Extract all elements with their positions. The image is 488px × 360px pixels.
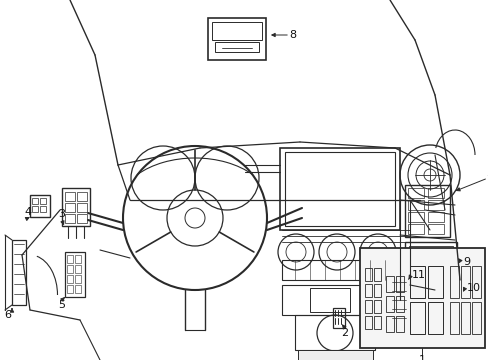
Bar — [471, 266, 480, 298]
Bar — [75, 265, 81, 273]
Bar — [427, 212, 443, 222]
Bar — [65, 214, 75, 223]
Bar — [427, 188, 443, 198]
Bar — [389, 278, 407, 326]
Text: 6: 6 — [4, 310, 12, 320]
Bar — [62, 188, 90, 226]
Bar — [364, 300, 371, 313]
Text: 5: 5 — [59, 300, 65, 310]
Bar — [75, 275, 81, 283]
Bar — [332, 308, 345, 328]
Bar — [408, 246, 452, 280]
Bar — [427, 224, 443, 234]
Bar — [67, 255, 73, 263]
Bar — [395, 296, 403, 312]
Bar — [77, 214, 87, 223]
Bar — [364, 316, 371, 329]
Text: 3: 3 — [59, 209, 65, 219]
Bar — [215, 42, 259, 52]
Bar — [40, 198, 46, 204]
Bar — [212, 22, 262, 40]
Bar — [395, 316, 403, 332]
Bar — [32, 198, 38, 204]
Bar — [407, 188, 423, 198]
Bar — [364, 284, 371, 297]
Bar — [407, 200, 423, 210]
Bar — [12, 240, 26, 305]
Bar — [359, 248, 484, 348]
Bar — [67, 265, 73, 273]
Bar — [427, 200, 443, 210]
Bar — [409, 266, 424, 298]
Text: 8: 8 — [289, 30, 296, 40]
Bar — [67, 275, 73, 283]
Bar — [77, 203, 87, 212]
Bar — [444, 283, 462, 301]
Bar — [285, 152, 394, 226]
Text: 11: 11 — [411, 270, 425, 280]
Bar — [309, 288, 349, 312]
Bar — [449, 302, 458, 334]
Bar — [427, 302, 442, 334]
Bar — [77, 192, 87, 201]
Bar — [385, 276, 393, 292]
Bar — [373, 316, 380, 329]
Bar — [404, 242, 456, 284]
Bar — [407, 212, 423, 222]
Bar — [471, 302, 480, 334]
Text: 7: 7 — [486, 175, 488, 185]
Bar — [385, 316, 393, 332]
Bar — [385, 296, 393, 312]
Bar — [30, 195, 50, 217]
Bar — [395, 276, 403, 292]
Bar — [282, 285, 406, 315]
Bar — [414, 285, 442, 307]
Bar — [373, 300, 380, 313]
Text: 2: 2 — [341, 328, 348, 338]
Bar — [427, 266, 442, 298]
Bar — [65, 252, 85, 297]
Bar — [40, 206, 46, 212]
Bar — [373, 284, 380, 297]
Bar — [460, 302, 469, 334]
Bar — [297, 350, 372, 360]
Bar — [409, 302, 424, 334]
Bar — [282, 260, 406, 280]
Bar — [373, 268, 380, 281]
Bar — [294, 315, 374, 350]
Bar — [65, 192, 75, 201]
Bar — [75, 285, 81, 293]
Text: 4: 4 — [24, 207, 32, 217]
Bar — [65, 203, 75, 212]
Bar — [75, 255, 81, 263]
Bar — [67, 285, 73, 293]
Bar — [364, 268, 371, 281]
Text: 1: 1 — [418, 355, 425, 360]
Bar — [404, 185, 449, 237]
Bar — [407, 224, 423, 234]
Text: 10: 10 — [466, 283, 480, 293]
Bar — [280, 148, 399, 230]
Text: 9: 9 — [462, 257, 469, 267]
Bar — [32, 206, 38, 212]
Bar — [460, 266, 469, 298]
Bar — [449, 266, 458, 298]
Bar — [207, 18, 265, 60]
